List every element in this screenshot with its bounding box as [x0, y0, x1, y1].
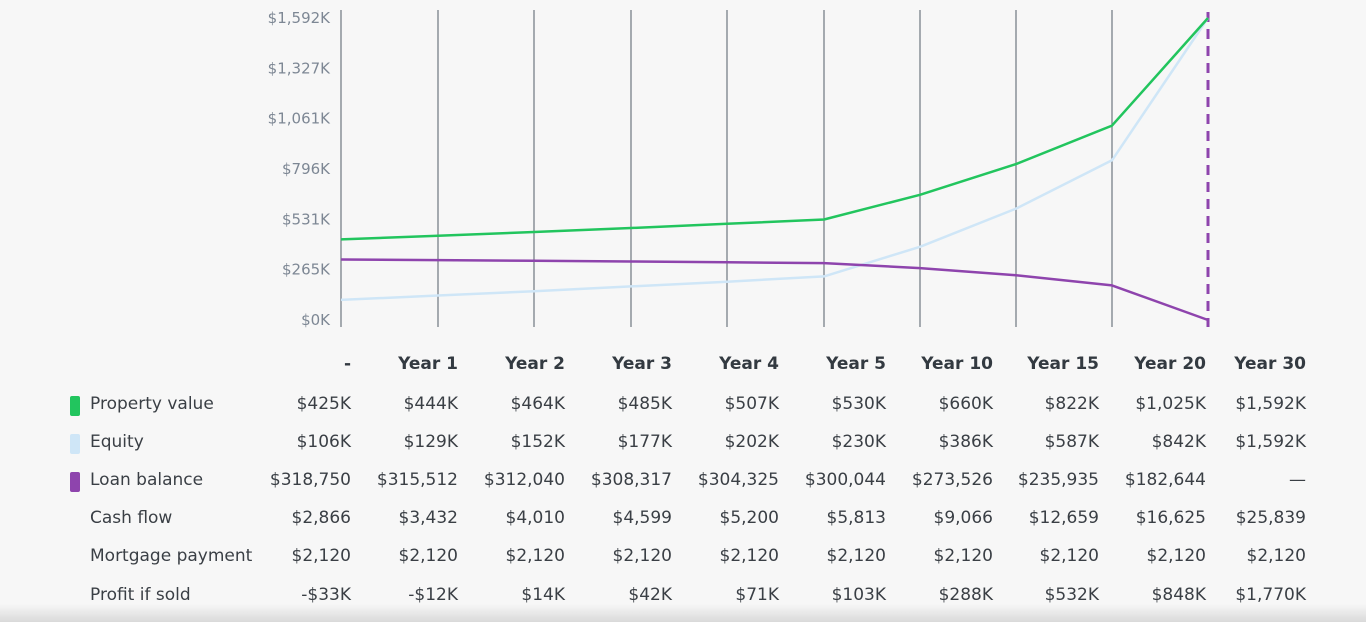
legend-swatch — [70, 396, 80, 416]
row-label: Cash flow — [90, 508, 173, 528]
row-label: Loan balance — [90, 470, 204, 490]
table-cell: $1,025K — [1135, 394, 1206, 414]
row-label: Property value — [90, 394, 214, 414]
table-cell: $14K — [521, 585, 565, 605]
table-cell: $16,625 — [1135, 508, 1206, 528]
column-header: - — [343, 354, 351, 374]
y-tick-label: $1,327K — [268, 59, 331, 77]
chart-svg: $1,592K $1,327K $1,061K $796K $531K $265K $0K — [268, 9, 1210, 329]
table-cell: $530K — [831, 394, 886, 414]
table-cell: $9,066 — [933, 508, 993, 528]
table-cell: $129K — [403, 432, 458, 452]
table-cell: $587K — [1044, 432, 1099, 452]
table-cell: $12,659 — [1028, 508, 1099, 528]
table-cell: $288K — [938, 585, 993, 605]
table-cell: $532K — [1044, 585, 1099, 605]
table-cell: $273,526 — [911, 470, 993, 490]
column-header: Year 4 — [719, 354, 779, 374]
table-cell: $507K — [724, 394, 779, 414]
table-cell: $25,839 — [1235, 508, 1306, 528]
table-cell: $2,866 — [291, 508, 351, 528]
table-cell: $425K — [296, 394, 351, 414]
table-cell: $2,120 — [1146, 546, 1206, 566]
table-cell: -$12K — [408, 585, 458, 605]
table-cell: $235,935 — [1017, 470, 1099, 490]
column-header: Year 3 — [612, 354, 672, 374]
row-label: Equity — [90, 432, 144, 452]
projection-chart: $1,592K $1,327K $1,061K $796K $531K $265K $0K — [268, 9, 1210, 329]
y-tick-label: $531K — [282, 210, 331, 228]
table-cell: $202K — [724, 432, 779, 452]
series-line-equity — [340, 17, 1210, 302]
column-header: Year 10 — [921, 354, 993, 374]
table-cell: $842K — [1151, 432, 1206, 452]
y-tick-label: $1,061K — [268, 110, 331, 128]
column-header: Year 2 — [505, 354, 565, 374]
column-header: Year 5 — [826, 354, 886, 374]
table-cell: $5,813 — [826, 508, 886, 528]
table-cell: $2,120 — [1039, 546, 1099, 566]
series-line-property-value — [340, 17, 1209, 241]
table-cell: $5,200 — [719, 508, 779, 528]
y-tick-label: $1,592K — [268, 9, 331, 27]
column-header: Year 15 — [1027, 354, 1099, 374]
table-cell: $822K — [1044, 394, 1099, 414]
y-tick-label: $796K — [282, 160, 331, 178]
table-cell: $308,317 — [590, 470, 672, 490]
table-cell: $2,120 — [719, 546, 779, 566]
table-cell: $318,750 — [269, 470, 351, 490]
table-cell: $3,432 — [398, 508, 458, 528]
table-cell: — — [1289, 470, 1306, 490]
table-cell: $106K — [296, 432, 351, 452]
table-cell: $2,120 — [398, 546, 458, 566]
column-header: Year 30 — [1234, 354, 1306, 374]
series-line-loan-balance — [340, 258, 1209, 322]
bottom-shadow — [0, 604, 1366, 622]
table-cell: $304,325 — [697, 470, 779, 490]
table-cell: $4,010 — [505, 508, 565, 528]
table-cell: $315,512 — [376, 470, 458, 490]
table-cell: $660K — [938, 394, 993, 414]
table-cell: $71K — [735, 585, 779, 605]
table-cell: $2,120 — [933, 546, 993, 566]
table-cell: $1,592K — [1235, 394, 1306, 414]
table-cell: $152K — [510, 432, 565, 452]
table-cell: $386K — [938, 432, 993, 452]
y-tick-label: $0K — [301, 311, 331, 329]
column-header: Year 1 — [398, 354, 458, 374]
table-cell: $230K — [831, 432, 886, 452]
table-cell: $2,120 — [291, 546, 351, 566]
table-cell: $2,120 — [826, 546, 886, 566]
table-cell: $42K — [628, 585, 672, 605]
column-header: Year 20 — [1134, 354, 1206, 374]
table-cell: $444K — [403, 394, 458, 414]
table-cell: $2,120 — [1246, 546, 1306, 566]
legend-swatch — [70, 434, 80, 454]
row-label: Mortgage payment — [90, 546, 253, 566]
table-cell: $464K — [510, 394, 565, 414]
table-cell: -$33K — [301, 585, 351, 605]
table-cell: $312,040 — [483, 470, 565, 490]
table-cell: $2,120 — [505, 546, 565, 566]
table-cell: $1,592K — [1235, 432, 1306, 452]
table-cell: $182,644 — [1124, 470, 1206, 490]
table-cell: $848K — [1151, 585, 1206, 605]
table-cell: $2,120 — [612, 546, 672, 566]
legend-swatch — [70, 472, 80, 492]
table-cell: $300,044 — [804, 470, 886, 490]
row-label: Profit if sold — [90, 585, 191, 605]
table-cell: $103K — [831, 585, 886, 605]
table-cell: $485K — [617, 394, 672, 414]
y-tick-label: $265K — [282, 261, 331, 279]
table-cell: $1,770K — [1235, 585, 1306, 605]
table-cell: $177K — [617, 432, 672, 452]
table-cell: $4,599 — [612, 508, 672, 528]
